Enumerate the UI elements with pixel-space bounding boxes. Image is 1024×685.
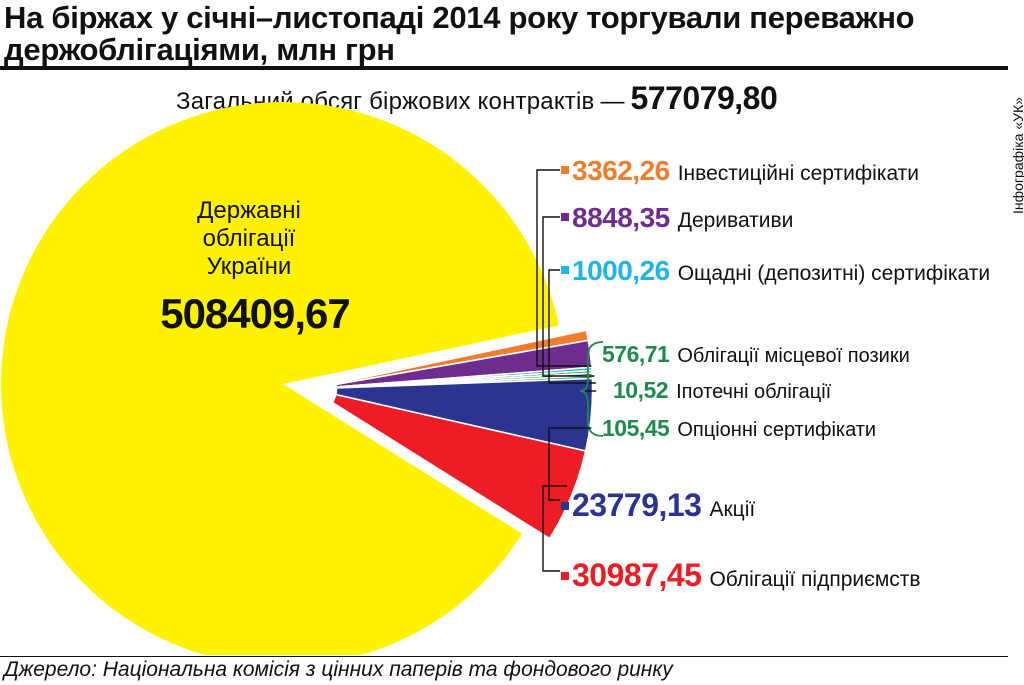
pie-slice-державні-облігації-україни <box>1 102 559 655</box>
value-label-облігації-підприємств: 30987,45 <box>572 557 701 593</box>
legend-marker-акції <box>561 502 569 510</box>
leader-line-purple <box>542 216 595 377</box>
slice-label-word: Державні <box>197 197 301 224</box>
category-label-іпотечні-облігації: Іпотечні облігації <box>676 381 832 403</box>
footer-rule <box>0 656 1008 657</box>
category-label-облігації-підприємств: Облігації підприємств <box>709 568 920 591</box>
leader-line-navy <box>548 427 592 501</box>
value-label-іпотечні-облігації: 10,52 <box>613 377 668 403</box>
category-label-облігації-місцевої-позики: Облігації місцевої позики <box>677 345 909 367</box>
leader-line-red <box>542 485 568 572</box>
title-underline <box>0 66 1008 70</box>
infographic-credit: Інфографіка «УК» <box>1010 97 1024 214</box>
value-label-деривативи: 8848,35 <box>572 202 670 233</box>
value-label-ощадні-депозитні-сертифікати: 1000,26 <box>572 255 670 286</box>
category-label-деривативи: Деривативи <box>678 209 794 232</box>
category-label-ощадні-депозитні-сертифікати: Ощадні (депозитні) сертифікати <box>678 262 990 285</box>
source-note: Джерело: Національна комісія з цінних па… <box>4 658 673 681</box>
slice-label-word: облігації <box>203 225 296 252</box>
leader-line-orange <box>536 169 592 367</box>
leader-line-cyan <box>548 269 596 384</box>
total-dash: — <box>600 88 625 115</box>
value-label-державні-облігації-україни: 508409,67 <box>160 290 350 337</box>
value-label-облігації-місцевої-позики: 576,71 <box>602 341 670 367</box>
category-label-опціонні-сертифікати: Опціонні сертифікати <box>677 419 876 441</box>
total-volume: Загальний обсяг біржових контрактів —5770… <box>176 80 778 117</box>
value-label-опціонні-сертифікати: 105,45 <box>602 415 670 441</box>
legend-marker-інвестиційні-сертифікати <box>561 166 569 174</box>
slice-label-word: України <box>207 253 292 280</box>
page-title: На біржах у січні–листопаді 2014 року то… <box>4 0 915 67</box>
value-label-акції: 23779,13 <box>572 487 701 523</box>
category-label-інвестиційні-сертифікати: Інвестиційні сертифікати <box>678 162 919 185</box>
value-label-інвестиційні-сертифікати: 3362,26 <box>572 155 670 186</box>
legend-marker-деривативи <box>561 213 569 221</box>
legend-marker-ощадні-депозитні-сертифікати <box>561 266 569 274</box>
category-label-акції: Акції <box>709 498 755 521</box>
legend-marker-облігації-підприємств <box>561 572 569 580</box>
total-value: 577079,80 <box>630 80 778 116</box>
